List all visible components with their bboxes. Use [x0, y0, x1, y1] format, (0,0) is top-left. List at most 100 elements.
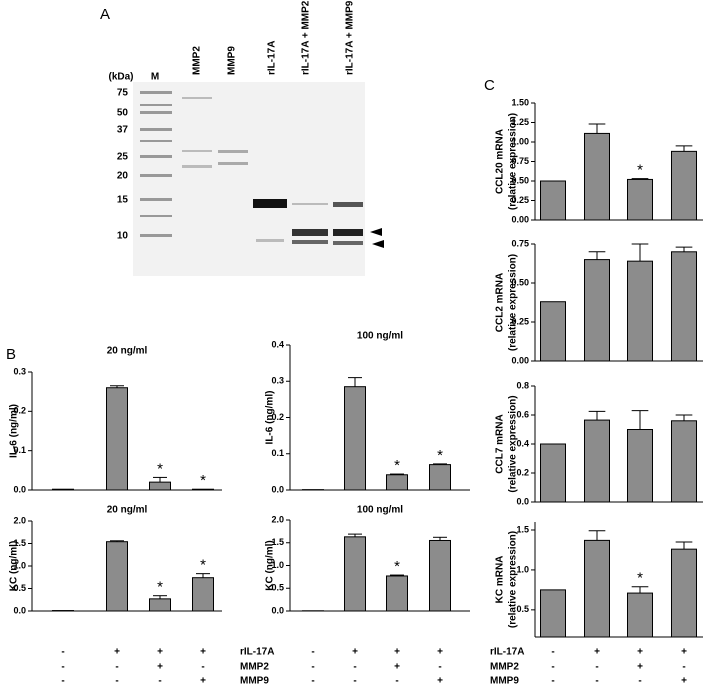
y-axis-label: CCL2 mRNA	[495, 273, 506, 332]
bar	[584, 539, 610, 638]
y-tick-label: 1.0	[13, 560, 26, 570]
treatment-sign: -	[551, 662, 554, 673]
bar	[52, 488, 74, 491]
bar	[540, 443, 566, 503]
y-axis-label: IL-6 (ng/ml)	[265, 391, 276, 445]
marker-label: 37	[117, 125, 129, 136]
y-tick-label: 0.4	[516, 438, 529, 448]
gel-bands	[140, 91, 363, 245]
lane-label: rIL-17A + MMP2	[301, 0, 312, 75]
bar	[627, 592, 653, 638]
treatment-label: rIL-17A	[490, 647, 524, 658]
marker-label: 75	[117, 88, 129, 99]
treatment-sign: -	[61, 647, 64, 658]
y-tick-label: 0.5	[516, 604, 529, 614]
y-tick-label: 0.50	[511, 277, 529, 287]
treatment-sign: +	[157, 647, 163, 658]
bar	[344, 386, 366, 491]
y-axis-label: (relative expression)	[508, 113, 519, 210]
y-tick-label: 1.5	[13, 538, 26, 548]
treatment-sign: +	[681, 647, 687, 658]
bar	[671, 251, 697, 362]
treatment-sign: -	[595, 676, 598, 687]
treatment-sign: +	[394, 662, 400, 673]
y-axis-label: (relative expression)	[508, 531, 519, 628]
marker-label: 10	[117, 231, 129, 242]
treatment-sign: +	[681, 676, 687, 687]
y-tick-label: 0.75	[511, 238, 529, 248]
bar	[627, 178, 653, 221]
lane-label: MMP2	[192, 46, 203, 75]
treatment-sign: +	[594, 647, 600, 658]
significance-mark: *	[200, 472, 206, 489]
treatment-sign: -	[353, 676, 356, 687]
bar	[671, 548, 697, 638]
panel-label: A	[100, 6, 110, 23]
bar	[540, 180, 566, 221]
gel-unit: (kDa)	[108, 72, 133, 83]
y-tick-label: 2.0	[13, 515, 26, 525]
arrowhead	[370, 228, 382, 236]
y-tick-label: 1.00	[511, 136, 529, 146]
treatment-sign: -	[311, 676, 314, 687]
y-tick-label: 0.6	[516, 409, 529, 419]
arrowhead	[372, 240, 384, 248]
bar	[584, 132, 610, 221]
y-tick-label: 0.00	[511, 355, 529, 365]
bar	[149, 598, 171, 612]
y-tick-label: 0.50	[511, 175, 529, 185]
treatment-sign: -	[595, 662, 598, 673]
bar	[540, 589, 566, 638]
marker-label: 20	[117, 171, 129, 182]
y-tick-label: 2.0	[271, 514, 284, 524]
y-axis-label: KC mRNA	[495, 556, 506, 604]
treatment-sign: -	[115, 676, 118, 687]
y-tick-label: 1.50	[511, 97, 529, 107]
treatment-sign: +	[437, 676, 443, 687]
y-tick-label: 1.0	[516, 564, 529, 574]
bar	[627, 429, 653, 503]
y-axis-label: KC (ng/ml)	[265, 540, 276, 591]
lane-label: rIL-17A	[267, 41, 278, 75]
marker-label: 25	[117, 152, 129, 163]
y-axis-label: (relative expression)	[508, 254, 519, 351]
y-tick-label: 0.2	[271, 412, 284, 422]
treatment-sign: +	[437, 647, 443, 658]
significance-mark: *	[157, 579, 163, 596]
y-tick-label: 0.0	[271, 484, 284, 494]
marker-label: 15	[117, 195, 129, 206]
y-axis-label: (relative expression)	[508, 395, 519, 492]
bar	[386, 575, 408, 612]
bar	[540, 301, 566, 362]
panel-label: C	[484, 77, 495, 94]
y-tick-label: 0.3	[13, 366, 26, 376]
treatment-sign: +	[637, 662, 643, 673]
y-axis-label: KC (ng/ml)	[9, 541, 20, 592]
treatment-sign: +	[394, 647, 400, 658]
y-tick-label: 0.25	[511, 316, 529, 326]
treatment-sign: -	[201, 662, 204, 673]
y-tick-label: 0.4	[271, 339, 284, 349]
y-tick-label: 0.3	[271, 376, 284, 386]
treatment-sign: -	[551, 676, 554, 687]
y-tick-label: 0.00	[511, 214, 529, 224]
y-tick-label: 0.25	[511, 195, 529, 205]
y-tick-label: 1.25	[511, 117, 529, 127]
treatment-sign: +	[352, 647, 358, 658]
bar	[192, 488, 214, 491]
bar	[344, 536, 366, 612]
y-tick-label: 0.0	[13, 605, 26, 615]
bar	[584, 419, 610, 503]
y-tick-label: 1.5	[516, 524, 529, 534]
treatment-label: MMP2	[490, 662, 519, 673]
y-axis-label: CCL7 mRNA	[495, 414, 506, 473]
chart-title: 20 ng/ml	[107, 346, 148, 357]
treatment-sign: -	[682, 662, 685, 673]
significance-mark: *	[437, 447, 443, 464]
significance-mark: *	[637, 162, 643, 179]
bar	[149, 481, 171, 491]
treatment-sign: -	[551, 647, 554, 658]
y-axis-label: IL-6 (ng/ml)	[9, 404, 20, 458]
bar	[106, 541, 128, 612]
treatment-sign: -	[158, 676, 161, 687]
